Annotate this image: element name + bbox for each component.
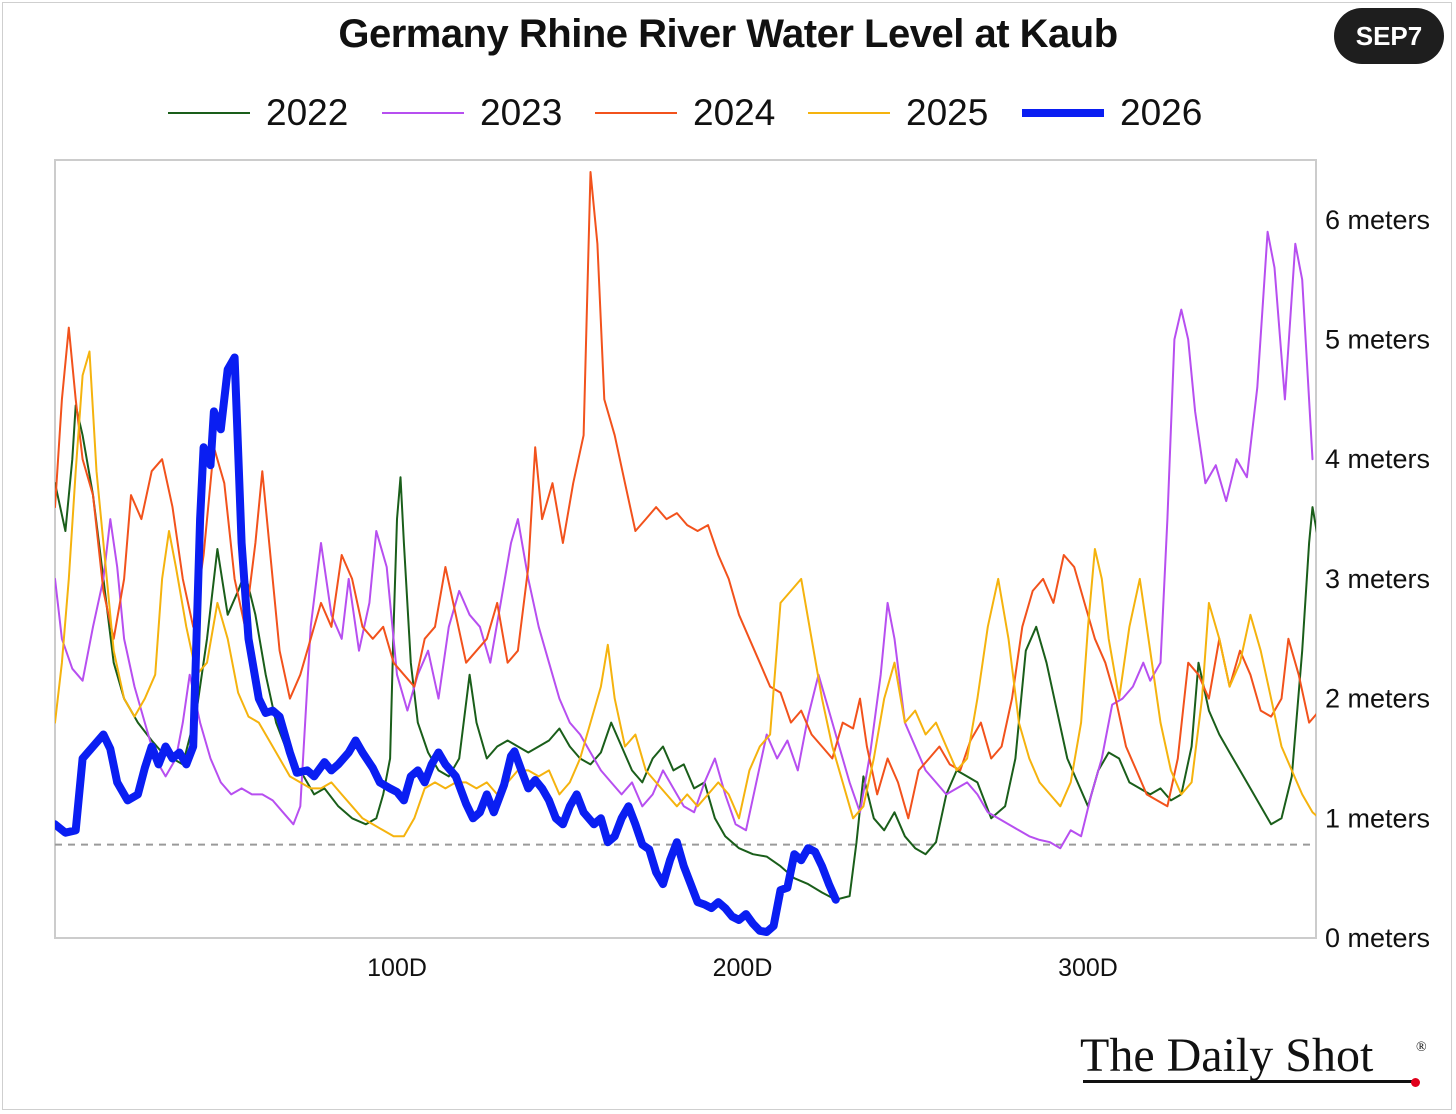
brand-logo: The Daily Shot	[1080, 1029, 1374, 1082]
series-group	[55, 171, 1316, 936]
y-tick-label: 1 meters	[1325, 803, 1430, 833]
legend-label-2023: 2023	[480, 92, 563, 133]
legend-swatch-2024	[595, 112, 677, 114]
x-tick-label: 200D	[713, 954, 773, 982]
x-tick-label: 300D	[1058, 954, 1118, 982]
series-line-2025	[55, 350, 1316, 838]
plot-area	[54, 159, 1317, 939]
y-tick-label: 3 meters	[1325, 564, 1430, 594]
legend-label-2022: 2022	[266, 92, 349, 133]
legend-label-2026: 2026	[1120, 92, 1203, 133]
y-tick-label: 4 meters	[1325, 444, 1430, 474]
legend: 2022 2023 2024 2025 2026	[0, 88, 1456, 138]
legend-swatch-2023	[382, 112, 464, 114]
legend-swatch-2022	[168, 112, 250, 114]
series-line-2023	[55, 230, 1314, 850]
legend-swatch-2025	[808, 112, 890, 114]
legend-label-2025: 2025	[906, 92, 989, 133]
y-tick-label: 6 meters	[1325, 205, 1430, 235]
legend-label-2024: 2024	[693, 92, 776, 133]
brand-dot	[1411, 1078, 1420, 1087]
y-tick-label: 0 meters	[1325, 923, 1430, 953]
y-tick-label: 5 meters	[1325, 325, 1430, 355]
brand-underline	[1083, 1080, 1413, 1083]
y-tick-label: 2 meters	[1325, 684, 1430, 714]
series-line-2024	[55, 171, 1316, 820]
series-line-2026	[55, 353, 840, 936]
brand-registered-mark: ®	[1416, 1040, 1427, 1055]
chart-title: Germany Rhine River Water Level at Kaub	[338, 12, 1118, 56]
x-tick-label: 100D	[367, 954, 427, 982]
legend-swatch-2026	[1022, 109, 1104, 117]
series-line-2022	[55, 404, 1316, 901]
date-badge: SEP7	[1334, 8, 1444, 64]
